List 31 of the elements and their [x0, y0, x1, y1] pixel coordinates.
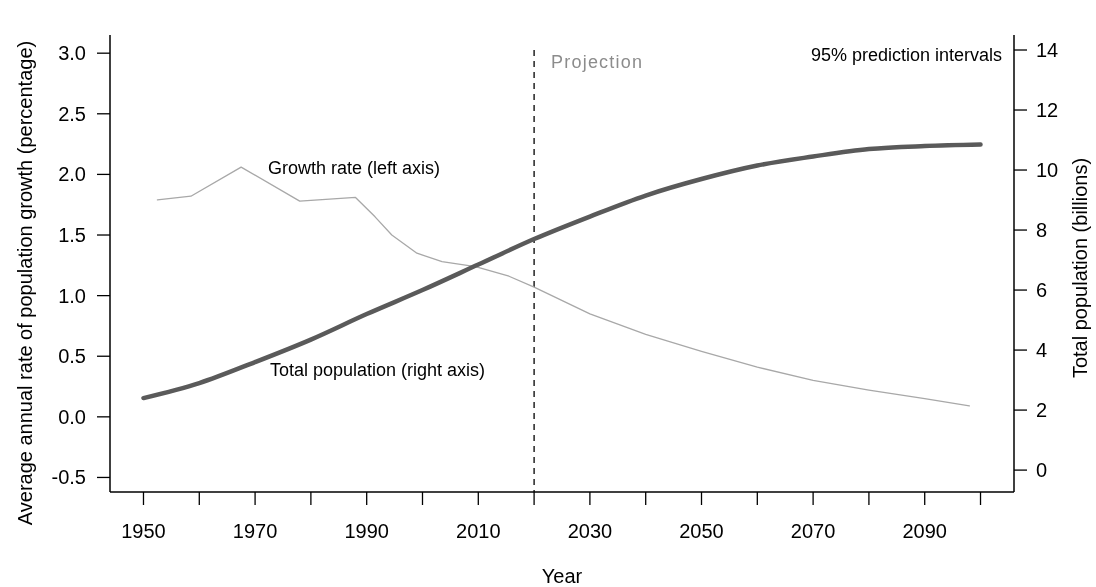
y2-tick-label: 4	[1036, 339, 1048, 362]
series-label: Total population (right axis)	[270, 360, 486, 380]
y2-tick-label: 12	[1036, 99, 1059, 122]
y2-tick-label: 8	[1036, 219, 1048, 242]
y-tick-label: 0.5	[58, 345, 86, 368]
x-axis-title: Year	[541, 565, 583, 587]
y2-tick-label: 6	[1036, 279, 1048, 302]
y-tick-label: 1.5	[58, 224, 86, 247]
y-tick-label: 3.0	[58, 42, 86, 65]
y-axis-title: Average annual rate of population growth (percentage)	[14, 40, 36, 526]
y-tick-label: 0.0	[58, 405, 86, 428]
y2-tick-label: 14	[1036, 39, 1059, 61]
annotation: 95% prediction intervals	[810, 45, 1002, 65]
x-tick-label: 1990	[344, 520, 389, 542]
y-tick-label: 2.5	[58, 102, 86, 125]
y2-tick-label: 10	[1036, 159, 1059, 182]
x-tick-label: 2090	[902, 520, 947, 542]
x-tick-label: 1970	[232, 520, 278, 542]
y2-tick-label: 2	[1036, 399, 1048, 422]
x-tick-label: 2010	[456, 520, 501, 542]
y-tick-label: 2.0	[58, 163, 86, 186]
x-tick-label: 2030	[567, 520, 613, 542]
x-tick-label: 1950	[121, 520, 166, 542]
y2-tick-label: 0	[1036, 459, 1048, 482]
x-tick-label: 2070	[790, 520, 836, 542]
series-label: Growth rate (left axis)	[268, 158, 441, 178]
ref-line-label: Projection	[551, 52, 644, 72]
y2-axis-title: Total population (billions)	[1069, 157, 1091, 379]
y-tick-label: 1.0	[58, 284, 86, 307]
x-tick-label: 2050	[679, 520, 724, 542]
y-tick-label: -0.5	[51, 466, 86, 489]
